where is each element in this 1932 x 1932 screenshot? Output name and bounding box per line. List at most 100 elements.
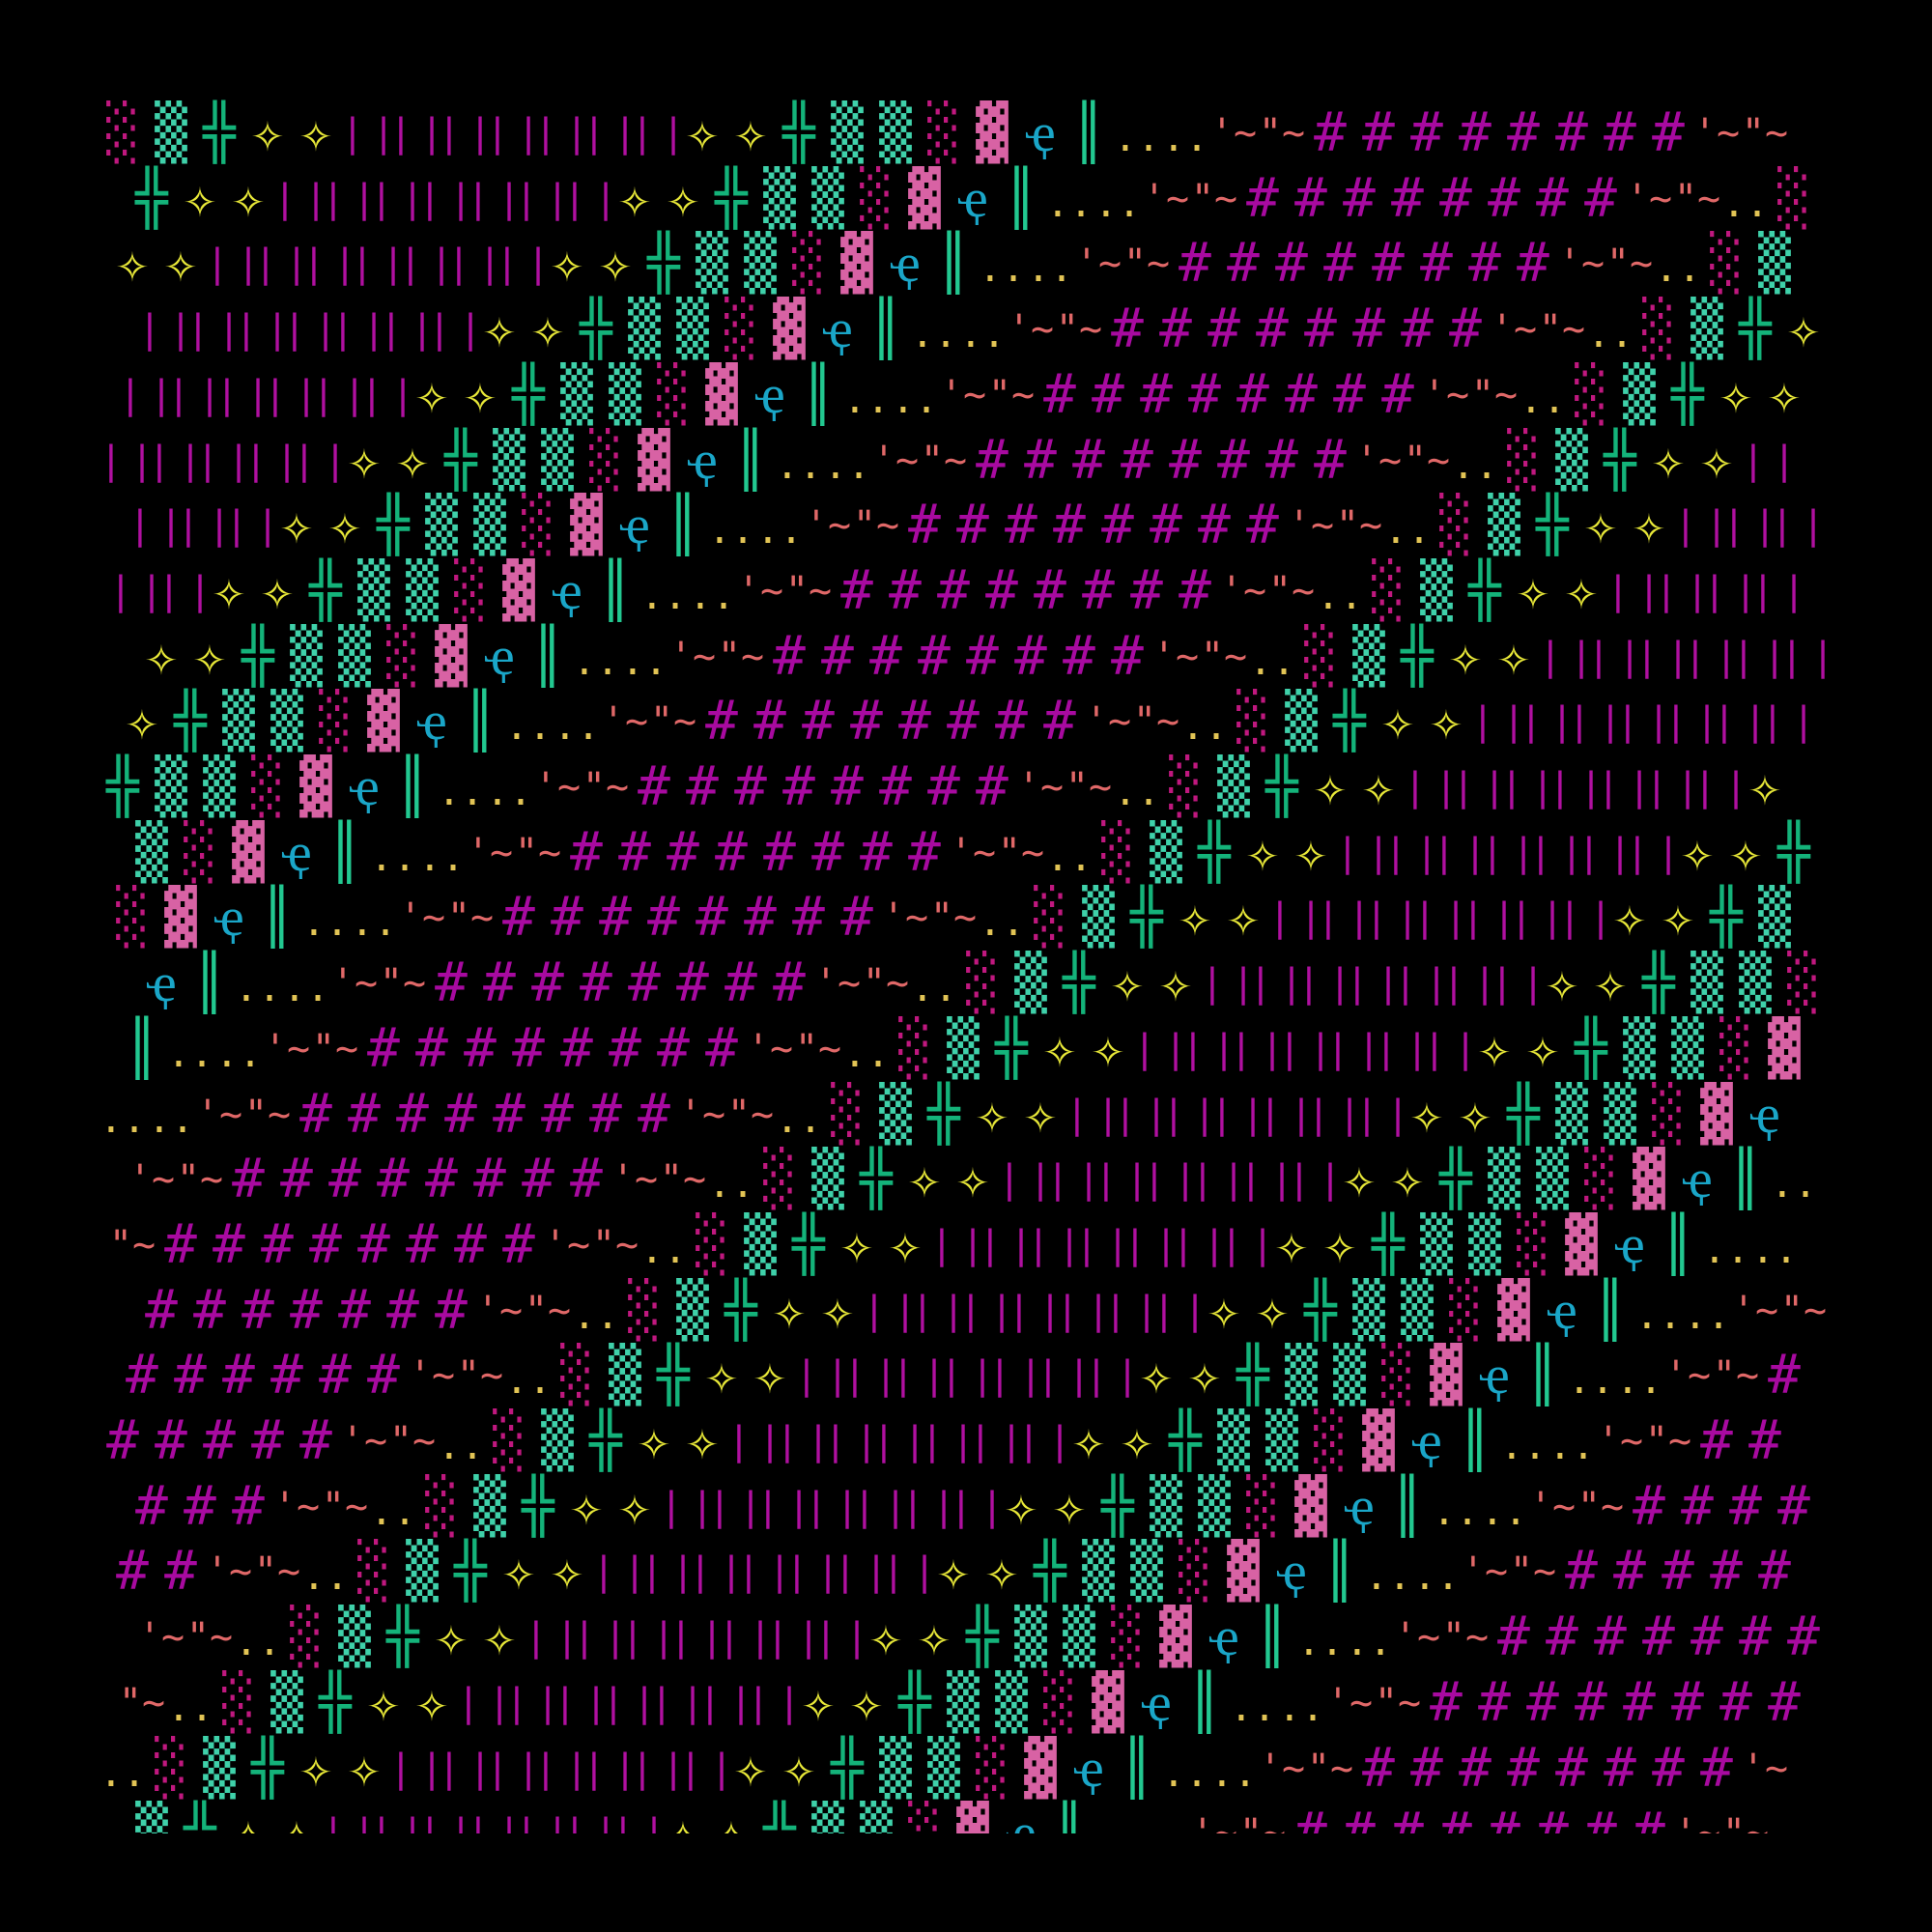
hash-glyph: # xyxy=(1449,298,1482,361)
double-cross-glyph: ╬ xyxy=(1236,1344,1269,1407)
bars-glyph: | | xyxy=(707,1484,762,1529)
double-cross-glyph: ╬ xyxy=(444,428,477,492)
hash-glyph: # xyxy=(1343,1802,1376,1833)
shade-medium-glyph: ▒ xyxy=(1555,428,1588,492)
bars-glyph: | | xyxy=(369,176,424,221)
shade-light-glyph: ░ xyxy=(763,1148,796,1211)
double-bar-glyph: ║ xyxy=(1188,1670,1221,1734)
bars-glyph: | | xyxy=(572,1615,627,1661)
tilde-quote-glyph: '~ xyxy=(1325,1680,1374,1725)
double-cross-glyph: ╬ xyxy=(319,1670,352,1734)
hash-glyph: # xyxy=(773,952,806,1015)
tilde-quote-glyph: '~ xyxy=(678,1092,726,1137)
bars-glyph: | | xyxy=(920,1419,975,1463)
bars-glyph: | | xyxy=(1287,1157,1342,1203)
star-glyph: ✧ xyxy=(1459,1082,1492,1146)
tilde-quote-glyph: '~ xyxy=(543,1222,591,1267)
bars-glyph: | | xyxy=(1692,765,1747,810)
tilde-quote-glyph: '~ xyxy=(1596,1419,1644,1463)
shade-light-glyph: ░ xyxy=(425,1474,458,1538)
bars-glyph: | | xyxy=(99,438,154,483)
shade-medium-glyph: ▒ xyxy=(1488,1148,1520,1211)
star-glyph: ✧ xyxy=(1314,755,1347,818)
dots-glyph: .. xyxy=(350,900,398,946)
hash-glyph: # xyxy=(348,1082,381,1146)
shade-medium-glyph: ▒ xyxy=(860,1802,893,1833)
shade-medium-glyph: ▒ xyxy=(222,690,255,753)
bars-glyph: | | xyxy=(1094,1157,1149,1203)
shade-medium-glyph: ▒ xyxy=(927,1736,960,1800)
star-glyph: ✧ xyxy=(415,362,448,426)
double-cross-glyph: ╬ xyxy=(242,624,274,688)
shade-medium-glyph: ▒ xyxy=(947,1670,980,1734)
shade-light-glyph: ░ xyxy=(792,232,825,296)
dots-glyph: .. xyxy=(234,966,282,1011)
star-glyph: ✧ xyxy=(1188,1344,1221,1407)
star-glyph: ✧ xyxy=(1594,952,1627,1015)
dots-glyph: .. xyxy=(282,966,330,1011)
star-glyph: ✧ xyxy=(1275,1212,1308,1276)
hash-glyph: # xyxy=(609,1016,641,1080)
quote-tilde-glyph: "~ xyxy=(987,372,1036,417)
bars-glyph: | | xyxy=(775,1419,830,1463)
hash-glyph: # xyxy=(1314,101,1347,164)
star-glyph: ✧ xyxy=(1343,1148,1376,1211)
shade-medium-glyph: ▒ xyxy=(811,1148,844,1211)
shade-medium-glyph: ▒ xyxy=(1536,1148,1569,1211)
double-bar-glyph: ║ xyxy=(1256,1605,1289,1669)
star-glyph: ✧ xyxy=(1430,690,1463,753)
bars-glyph: | | xyxy=(958,1288,1013,1333)
hash-glyph: # xyxy=(203,1409,236,1472)
star-glyph: ✧ xyxy=(686,1409,719,1472)
dots-glyph: .. xyxy=(958,312,1007,357)
bars-glyph: | | xyxy=(1209,1092,1264,1137)
shade-light-glyph: ░ xyxy=(831,1082,864,1146)
bars-glyph: | | xyxy=(1663,699,1719,745)
shade-medium-glyph: ▒ xyxy=(406,1540,439,1604)
double-cross-glyph: ╬ xyxy=(522,1474,554,1538)
tilde-quote-glyph: '~ xyxy=(881,895,929,941)
shade-light-glyph: ░ xyxy=(155,1736,187,1800)
dots-glyph: .. xyxy=(1412,1554,1461,1600)
bars-glyph: | | xyxy=(1383,830,1438,875)
dots-glyph: .. xyxy=(1113,116,1161,160)
hash-glyph: # xyxy=(705,1016,738,1080)
shade-light-glyph: ░ xyxy=(290,1605,323,1669)
quote-tilde-glyph: "~ xyxy=(456,1353,504,1399)
shade-medium-glyph: ▒ xyxy=(609,1344,641,1407)
double-cross-glyph: ╬ xyxy=(1710,886,1743,950)
hash-glyph: # xyxy=(193,1278,226,1342)
bars-glyph: | | xyxy=(388,1746,443,1791)
bars-glyph: | | xyxy=(485,1746,540,1791)
bars-glyph: | | xyxy=(1161,1092,1216,1137)
bars-glyph: | | xyxy=(330,307,385,353)
bars-glyph: | | xyxy=(1316,895,1371,941)
shade-medium-glyph: ▒ xyxy=(155,755,187,818)
star-glyph: ✧ xyxy=(251,101,284,164)
bars-glyph: | | xyxy=(321,1804,376,1833)
shade-medium-glyph: ▒ xyxy=(203,755,236,818)
quote-tilde-glyph: "~ xyxy=(920,438,968,483)
eye-glyph: ҿ xyxy=(1479,1344,1510,1407)
star-glyph: ✧ xyxy=(840,1212,873,1276)
shade-medium-glyph: ▒ xyxy=(406,558,439,622)
bars-glyph: | | xyxy=(833,1549,888,1595)
shade-light-glyph: ░ xyxy=(1304,624,1337,688)
star-glyph: ✧ xyxy=(232,166,265,230)
dots-glyph: .. xyxy=(707,508,755,554)
hash-glyph: # xyxy=(386,1278,419,1342)
shade-light-glyph: ░ xyxy=(454,558,487,622)
star-glyph: ✧ xyxy=(193,624,226,688)
dots-glyph: .. xyxy=(1750,1227,1799,1272)
quote-tilde-glyph: "~ xyxy=(118,1680,166,1725)
quote-tilde-glyph: "~ xyxy=(1238,1804,1287,1833)
double-cross-glyph: ╬ xyxy=(1536,494,1569,557)
dots-glyph: .. xyxy=(99,1750,147,1796)
hash-glyph: # xyxy=(1024,428,1057,492)
hash-glyph: # xyxy=(1565,1540,1598,1604)
quote-tilde-glyph: "~ xyxy=(929,895,978,941)
hash-glyph: # xyxy=(319,1344,352,1407)
shade-light-glyph: ░ xyxy=(1246,1474,1279,1538)
quote-tilde-glyph: "~ xyxy=(1741,111,1789,156)
pattern-row: ╬ ▒ ▒ ░ ▓ ҿ ║.... '~ "~ # # # # # # # # '~ "~.. ░ ▒ ╬ ✧ ✧ | | | |… xyxy=(99,758,1833,816)
